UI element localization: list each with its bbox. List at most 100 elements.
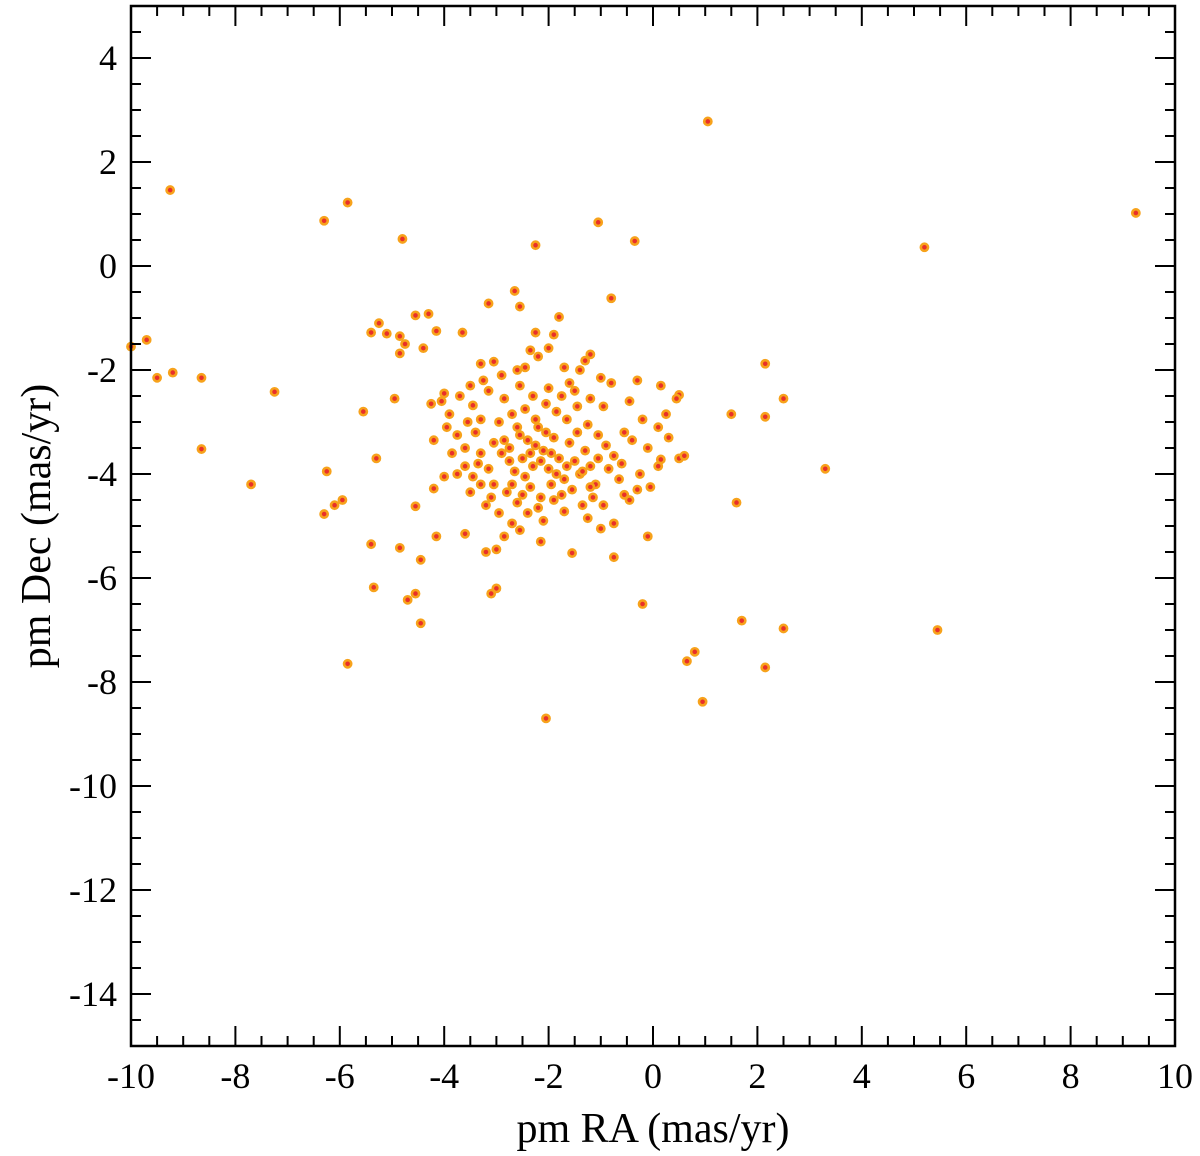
data-point [358, 406, 369, 417]
x-tick-label: -6 [325, 1056, 355, 1096]
data-point [494, 508, 504, 518]
data-point [538, 515, 549, 526]
data-point [629, 236, 640, 246]
data-point [760, 662, 771, 673]
data-point [342, 658, 353, 669]
data-point [820, 463, 831, 474]
data-point [499, 393, 510, 404]
data-point [512, 422, 523, 433]
data-point [475, 414, 486, 425]
data-point [483, 385, 494, 396]
data-point [517, 453, 528, 464]
data-point [196, 372, 207, 383]
data-point [564, 378, 575, 388]
data-point [551, 469, 562, 479]
data-point [478, 375, 489, 386]
y-tick-label: -8 [87, 662, 117, 702]
data-point [494, 417, 504, 427]
data-point [697, 696, 708, 707]
data-point [514, 380, 525, 391]
y-tick-labels: -14 -12 -10 -8 -6 -4 -2 0 2 4 [69, 38, 117, 1014]
data-point [468, 400, 478, 411]
data-point [167, 367, 178, 378]
data-point [499, 435, 510, 446]
data-point [533, 422, 544, 433]
data-point [530, 327, 541, 338]
y-tick-label: -2 [87, 350, 117, 390]
data-point [535, 456, 546, 466]
points-layer [126, 116, 1141, 724]
data-point [619, 489, 630, 500]
data-point [543, 463, 554, 474]
data-point [585, 482, 596, 492]
data-point [507, 518, 517, 529]
data-point [731, 497, 742, 508]
x-tick-label: 4 [853, 1056, 871, 1096]
data-point [488, 437, 499, 448]
y-tick-label: -4 [87, 454, 117, 494]
data-point [608, 518, 619, 529]
data-point [337, 495, 348, 505]
data-point [525, 345, 536, 356]
data-point [543, 343, 554, 354]
data-point [548, 329, 559, 340]
y-axis-label: pm Dec (mas/yr) [14, 384, 60, 669]
data-point [141, 334, 152, 345]
data-point [561, 461, 572, 472]
data-point [585, 349, 596, 360]
data-point [465, 380, 476, 391]
data-point [483, 298, 494, 309]
data-point [642, 443, 653, 453]
data-point [561, 414, 572, 425]
data-point [321, 466, 332, 477]
data-point [452, 469, 463, 479]
data-point [397, 234, 408, 244]
data-point [575, 365, 585, 375]
data-point [559, 474, 570, 485]
data-point [481, 500, 491, 511]
data-point [423, 308, 434, 319]
data-point [663, 432, 674, 443]
data-point [541, 427, 551, 438]
data-point [428, 483, 439, 494]
data-point [533, 502, 544, 513]
x-tick-label: -4 [429, 1056, 459, 1096]
data-point [394, 348, 405, 359]
data-point [645, 482, 656, 492]
data-point [632, 484, 643, 495]
data-point [541, 398, 551, 409]
y-tick-label: -10 [69, 766, 117, 806]
data-point [319, 509, 330, 519]
data-point [642, 531, 653, 542]
data-point [342, 197, 353, 208]
data-point [580, 445, 591, 456]
data-point [410, 588, 421, 599]
data-point [530, 240, 541, 251]
data-point [655, 380, 666, 391]
data-point [504, 443, 515, 453]
data-point [528, 391, 538, 401]
data-point [481, 547, 491, 557]
x-tick-label: -10 [107, 1056, 155, 1096]
data-point [462, 417, 473, 427]
data-point [507, 409, 517, 420]
data-point [595, 372, 606, 383]
data-point [635, 469, 645, 479]
data-point [637, 599, 648, 609]
data-point [475, 479, 486, 490]
data-point [760, 411, 771, 422]
x-tick-label: 6 [957, 1056, 975, 1096]
data-point [400, 339, 410, 349]
data-point [512, 497, 523, 508]
data-point [619, 427, 630, 438]
data-point [394, 331, 405, 342]
data-point [567, 484, 577, 495]
data-point [447, 448, 457, 459]
y-tick-label: -6 [87, 558, 117, 598]
y-tick-label: -14 [69, 974, 117, 1014]
data-point [689, 646, 700, 657]
data-point [569, 456, 580, 466]
data-point [165, 185, 176, 195]
data-point [582, 419, 593, 430]
